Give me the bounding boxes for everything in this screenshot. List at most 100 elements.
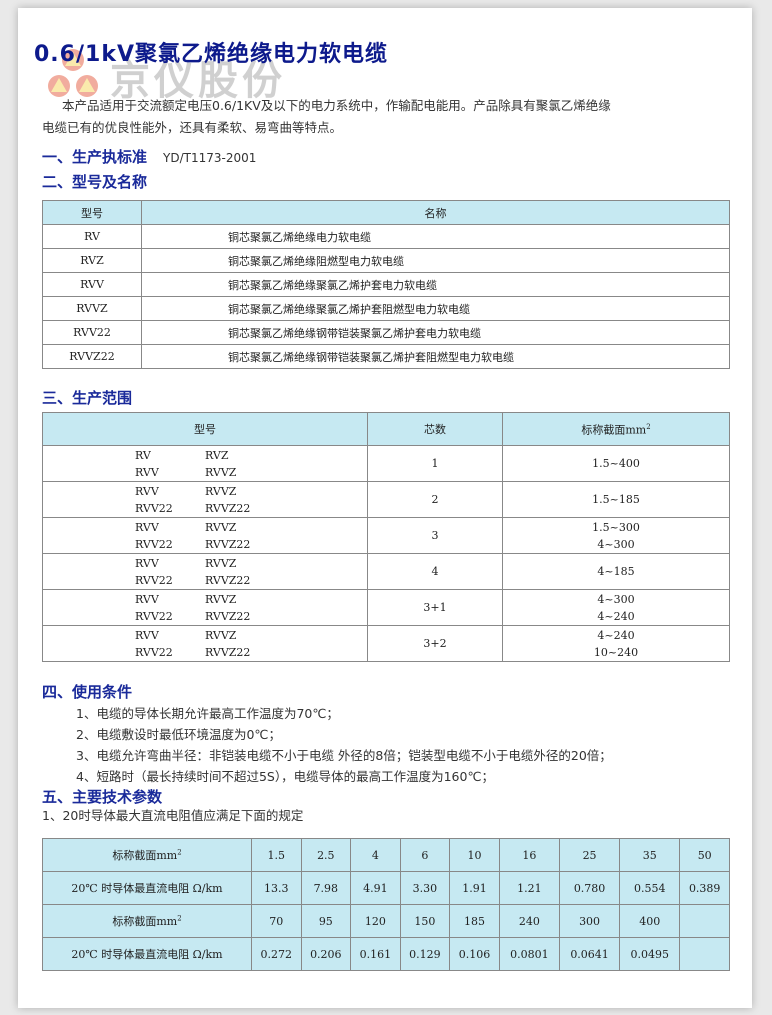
section-range: 4~240: [597, 628, 635, 642]
col-header: 型号: [42, 200, 142, 225]
company-logo-icon: [48, 49, 98, 97]
model-code: RVV22: [135, 573, 173, 587]
label-text: 标称截面mm: [112, 849, 178, 862]
cores-cell: 1: [367, 445, 503, 482]
section-1-heading: 一、生产执标准 YD/T1173-2001: [42, 146, 256, 167]
model-cell: RVV22: [42, 320, 142, 345]
value-cell: 16: [498, 838, 560, 872]
value-cell: 300: [558, 904, 621, 938]
value-cell: 0.0801: [498, 937, 560, 971]
section-range: 4~185: [597, 565, 635, 578]
condition-item: 3、电缆允许弯曲半径：非铠装电缆不小于电缆 外径的8倍；铠装型电缆不小于电缆外径…: [76, 748, 612, 763]
table-row: RVZ 铜芯聚氯乙烯绝缘阻燃型电力软电缆: [42, 248, 730, 273]
intro-line-2: 电缆已有的优良性能外，还具有柔软、易弯曲等特点。: [42, 120, 343, 135]
value-cell: 1.5: [251, 838, 302, 872]
section-cell: 1.5~400: [502, 445, 730, 482]
value-cell: 120: [350, 904, 401, 938]
production-range-table: 型号 芯数 标称截面mm2 RV RVZ RVV RVVZ 1 1.5~400 RVV RVVZ R…: [42, 412, 730, 662]
value-cell: 2.5: [300, 838, 352, 872]
table-row: RVV RVVZ RVV22 RVVZ22 3+2 4~240 10~240: [42, 625, 730, 662]
value-cell: 4.91: [350, 871, 401, 905]
cores-cell: 3+1: [367, 589, 503, 626]
model-code: RVVZ: [205, 556, 237, 570]
name-cell: 铜芯聚氯乙烯绝缘钢带铠装聚氯乙烯护套阻燃型电力软电缆: [141, 344, 730, 369]
model-code: RVV: [135, 628, 159, 642]
intro-line-1: 本产品适用于交流额定电压0.6/1KV及以下的电力系统中，作输配电能用。产品除具…: [62, 98, 611, 113]
value-cell: 0.161: [350, 937, 401, 971]
model-cell: RVV: [42, 272, 142, 297]
resistance-note: 1、20时导体最大直流电阻值应满足下面的规定: [42, 808, 304, 823]
section-range: 1.5~300: [592, 520, 640, 534]
row-label: 20℃ 时导体最直流电阻 Ω/km: [42, 937, 252, 971]
condition-item: 4、短路时（最长持续时间不超过5S），电缆导体的最高工作温度为160℃；: [76, 769, 494, 784]
table-row: RVV RVVZ RVV22 RVVZ22 3+1 4~300 4~240: [42, 589, 730, 626]
col-header: 芯数: [367, 412, 503, 446]
model-pair: RVV22 RVVZ22: [43, 644, 367, 661]
model-pair: RVV22 RVVZ22: [43, 608, 367, 625]
section-range: 1.5~185: [592, 493, 640, 506]
model-pair: RVV22 RVVZ22: [43, 536, 367, 553]
model-pair: RVV RVVZ: [43, 483, 367, 500]
value-cell: 1.21: [498, 871, 560, 905]
value-cell: 0.129: [399, 937, 451, 971]
value-cell: 0.106: [449, 937, 500, 971]
superscript: 2: [177, 914, 182, 923]
models-cell: RVV RVVZ RVV22 RVVZ22: [42, 481, 368, 518]
table-row: RV 铜芯聚氯乙烯绝缘电力软电缆: [42, 224, 730, 249]
model-pair: RVV RVVZ: [43, 519, 367, 536]
col-header: 型号: [42, 412, 368, 446]
model-code: RVV: [135, 592, 159, 606]
section-range: 4~240: [597, 609, 635, 623]
condition-item: 2、电缆敷设时最低环境温度为0℃；: [76, 727, 281, 742]
header-text: 标称截面mm: [581, 423, 647, 437]
model-code: RVV: [135, 520, 159, 534]
value-cell: 150: [399, 904, 451, 938]
section-range: 10~240: [593, 645, 639, 659]
section-cell: 1.5~185: [502, 481, 730, 518]
section-range: 4~300: [597, 592, 635, 606]
models-cell: RVV RVVZ RVV22 RVVZ22: [42, 589, 368, 626]
table-row: RVV22 铜芯聚氯乙烯绝缘钢带铠装聚氯乙烯护套电力软电缆: [42, 320, 730, 345]
heading-text: 一、生产执标准: [42, 148, 148, 166]
section-4-heading: 四、使用条件: [42, 683, 133, 701]
model-pair: RVV22 RVVZ22: [43, 500, 367, 517]
models-cell: RVV RVVZ RVV22 RVVZ22: [42, 625, 368, 662]
value-cell: 0.272: [251, 937, 302, 971]
section-2-heading: 二、型号及名称: [42, 173, 148, 191]
model-pair: RVV RVVZ: [43, 591, 367, 608]
name-cell: 铜芯聚氯乙烯绝缘聚氯乙烯护套电力软电缆: [141, 272, 730, 297]
name-cell: 铜芯聚氯乙烯绝缘钢带铠装聚氯乙烯护套电力软电缆: [141, 320, 730, 345]
value-cell: 25: [558, 838, 621, 872]
model-code: RV: [135, 448, 151, 462]
model-name-table: 型号 名称 RV 铜芯聚氯乙烯绝缘电力软电缆 RVZ 铜芯聚氯乙烯绝缘阻燃型电力软电缆 R…: [42, 200, 730, 369]
model-code: RVVZ22: [205, 501, 251, 515]
model-code: RVV: [135, 465, 159, 479]
section-5-heading: 五、主要技术参数: [42, 788, 163, 806]
model-code: RVV22: [135, 645, 173, 659]
value-cell: 70: [251, 904, 302, 938]
models-cell: RV RVZ RVV RVVZ: [42, 445, 368, 482]
model-code: RVVZ22: [205, 645, 251, 659]
model-code: RVZ: [205, 448, 229, 462]
table-row: RV RVZ RVV RVVZ 1 1.5~400: [42, 445, 730, 482]
table-row: 20℃ 时导体最直流电阻 Ω/km 0.272 0.206 0.161 0.129 0.1…: [42, 937, 730, 971]
col-header: 标称截面mm2: [502, 412, 730, 446]
label-text: 标称截面mm: [112, 915, 178, 928]
value-cell: 0.554: [619, 871, 681, 905]
name-cell: 铜芯聚氯乙烯绝缘聚氯乙烯护套阻燃型电力软电缆: [141, 296, 730, 321]
model-pair: RVV RVVZ: [43, 464, 367, 481]
resistance-table: 标称截面mm2 1.5 2.5 4 6 10 16 25 35 50 20℃ 时导体最直流电阻 Ω/…: [42, 838, 730, 971]
standard-code: YD/T1173-2001: [163, 151, 257, 165]
value-cell: 7.98: [300, 871, 352, 905]
model-pair: RVV RVVZ: [43, 627, 367, 644]
model-cell: RV: [42, 224, 142, 249]
superscript: 2: [177, 848, 182, 857]
section-cell: 4~300 4~240: [502, 589, 730, 626]
model-code: RVVZ22: [205, 573, 251, 587]
value-cell: 3.30: [399, 871, 451, 905]
cores-cell: 2: [367, 481, 503, 518]
name-cell: 铜芯聚氯乙烯绝缘电力软电缆: [141, 224, 730, 249]
model-cell: RVVZ: [42, 296, 142, 321]
model-code: RVVZ22: [205, 609, 251, 623]
model-code: RVVZ: [205, 592, 237, 606]
